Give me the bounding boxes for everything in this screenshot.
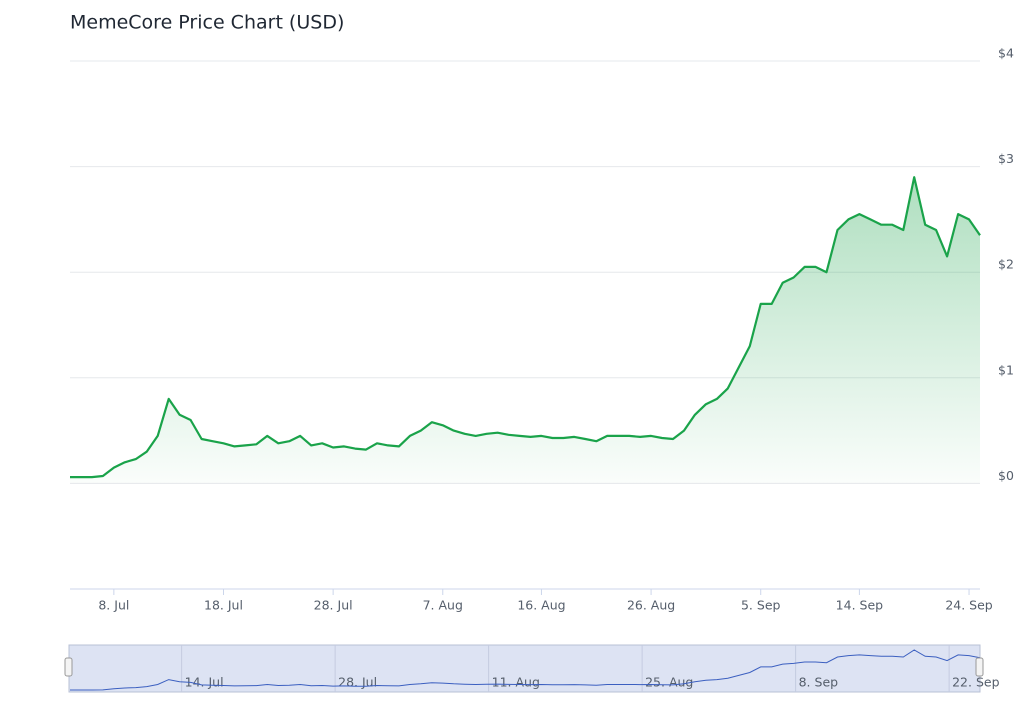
y-tick-label: $4 (998, 46, 1014, 61)
x-tick-label: 24. Sep (945, 598, 992, 613)
y-tick-label: $0 (998, 468, 1014, 483)
x-tick-label: 18. Jul (204, 598, 243, 613)
navigator-label: 28. Jul (338, 675, 377, 690)
x-tick-label: 5. Sep (741, 598, 781, 613)
y-tick-label: $2 (998, 257, 1014, 272)
area (70, 177, 980, 484)
y-tick-label: $1 (998, 362, 1014, 377)
x-tick-label: 7. Aug (423, 598, 463, 613)
chart-title: MemeCore Price Chart (USD) (70, 12, 344, 34)
x-tick-label: 16. Aug (517, 598, 565, 613)
nav-handle-left[interactable] (64, 657, 73, 677)
navigator-label: 25. Aug (645, 675, 693, 690)
x-tick-label: 26. Aug (627, 598, 675, 613)
y-tick-label: $3 (998, 151, 1014, 166)
navigator-label: 11. Aug (492, 675, 540, 690)
x-tick-label: 28. Jul (314, 598, 353, 613)
x-tick-label: 14. Sep (836, 598, 883, 613)
line (70, 176, 981, 479)
x-tick-label: 8. Jul (98, 598, 129, 613)
navigator-label: 8. Sep (799, 675, 839, 690)
navigator-label: 22. Sep (952, 675, 999, 690)
navigator-label: 14. Jul (185, 675, 224, 690)
navigator-line (70, 649, 981, 691)
nav-handle-right[interactable] (975, 657, 984, 677)
